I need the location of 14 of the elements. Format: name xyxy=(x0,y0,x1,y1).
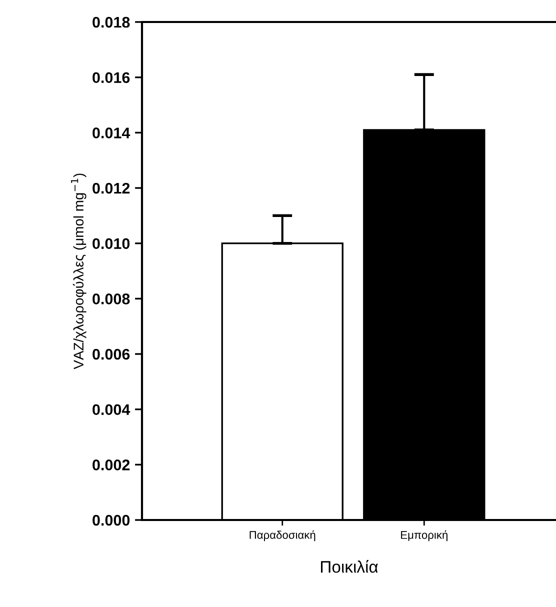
y-tick-label: 0.002 xyxy=(92,460,130,470)
y-axis-title: VAZ/χλωροφύλλες (μmol mg$^{−1}$) xyxy=(70,174,86,370)
y-tick-label: 0.000 xyxy=(92,514,130,526)
x-axis-title: Ποικιλία xyxy=(321,560,378,573)
y-tick-label: 0.012 xyxy=(92,182,130,194)
y-tick-label: 0.016 xyxy=(92,72,130,84)
y-tick-label: 0.006 xyxy=(92,348,130,360)
y-tick-label: 0.008 xyxy=(92,294,130,304)
x-tick-label: Εμπορική xyxy=(401,530,448,542)
y-tick-label: 0.004 xyxy=(92,404,130,416)
y-tick-label: 0.010 xyxy=(92,238,130,250)
y-tick-label: 0.014 xyxy=(92,128,130,138)
x-tick-label: Παραδοσιακή xyxy=(250,530,316,542)
y-tick-label: 0.018 xyxy=(92,16,130,28)
